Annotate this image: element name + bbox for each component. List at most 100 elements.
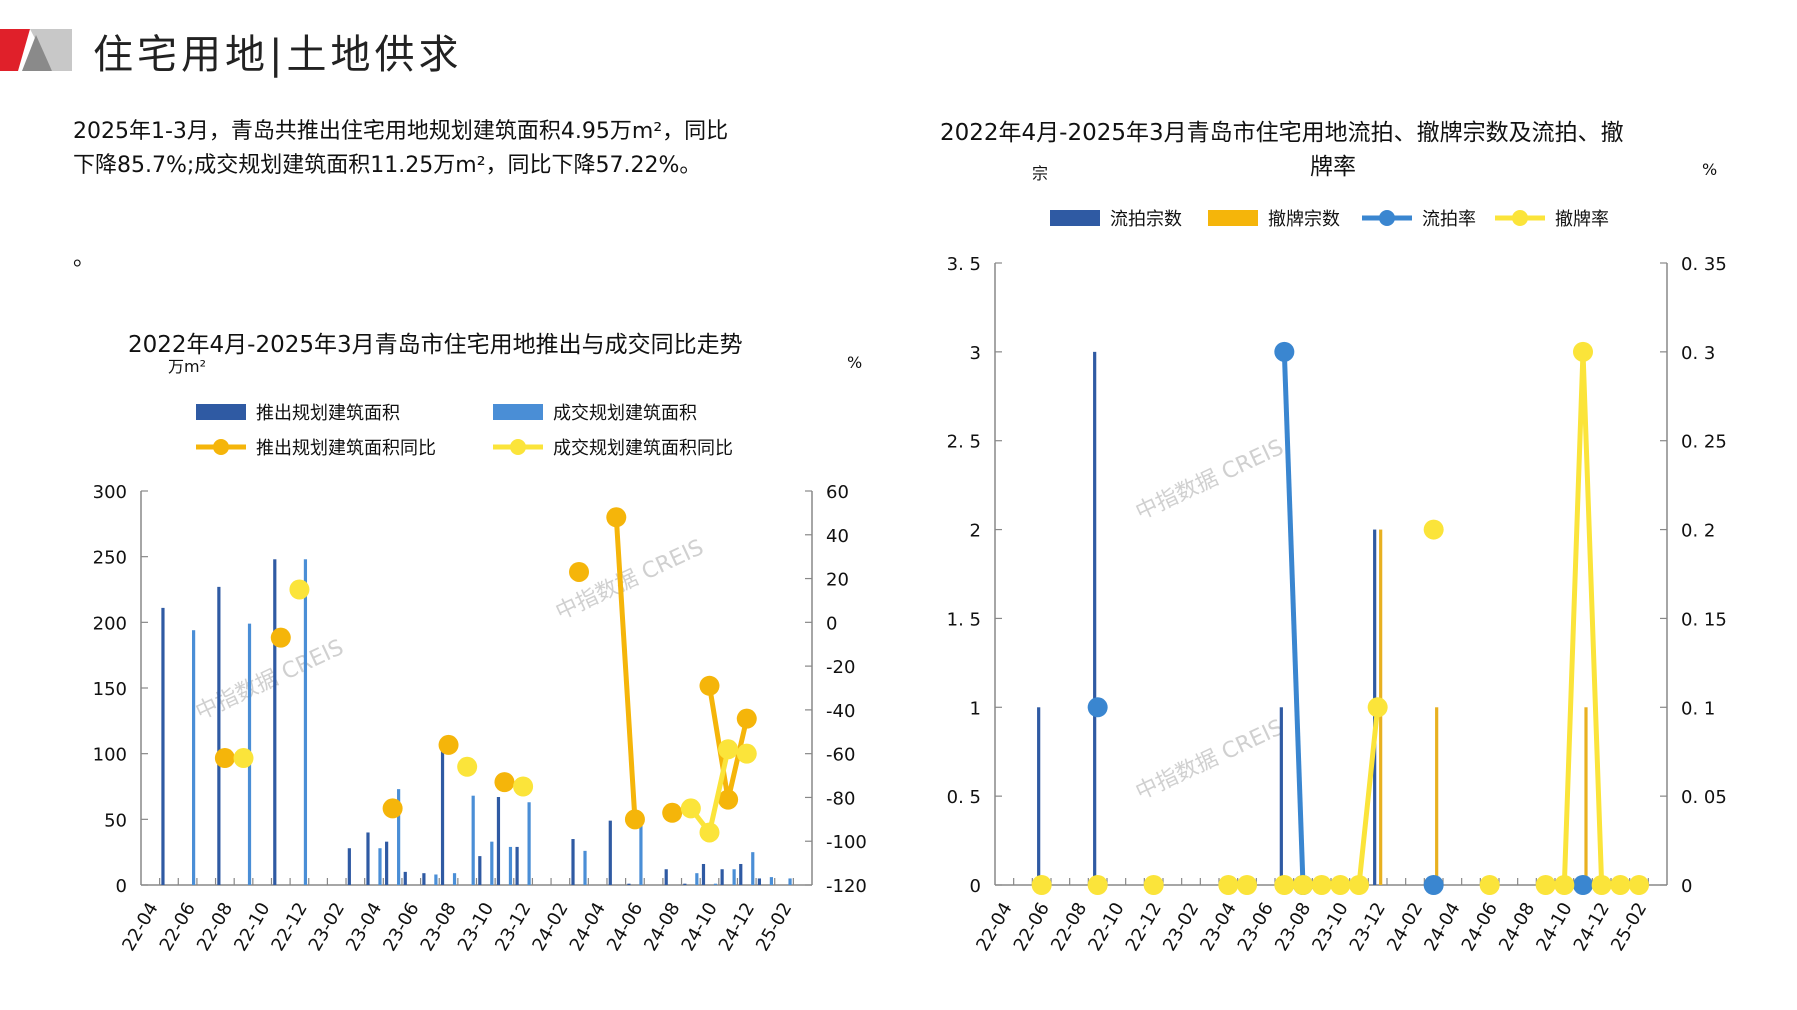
legend-label: 流拍率 — [1422, 209, 1476, 230]
right-chart-title-1: 2022年4月-2025年3月青岛市住宅用地流拍、撤牌宗数及流拍、撤 — [940, 120, 1624, 146]
summary-line-2: 下降85.7%;成交规划建筑面积11.25万m²，同比下降57.22%。 — [73, 153, 702, 178]
legend-marker — [510, 439, 526, 455]
point-撤牌率 — [1554, 875, 1575, 895]
point-撤牌率 — [1311, 875, 1332, 895]
y-tick-label: 1. 5 — [947, 609, 981, 630]
bar-推出规划建筑面积 — [496, 797, 501, 885]
bar-撤牌宗数 — [1435, 707, 1439, 885]
x-tick-label: 23-12 — [491, 899, 535, 955]
point-成交规划建筑面积同比 — [233, 748, 254, 769]
watermark: 中指数据 CREIS — [192, 635, 348, 725]
point-推出规划建筑面积同比 — [718, 789, 739, 810]
point-撤牌率 — [1423, 519, 1444, 540]
legend-label: 推出规划建筑面积 — [256, 403, 400, 424]
point-成交规划建筑面积同比 — [513, 776, 534, 797]
bar-成交规划建筑面积 — [378, 848, 382, 885]
bar-推出规划建筑面积 — [273, 559, 277, 885]
left-chart-title: 2022年4月-2025年3月青岛市住宅用地推出与成交同比走势 — [128, 332, 743, 358]
y2-tick-label: 0. 25 — [1681, 432, 1727, 453]
point-推出规划建筑面积同比 — [382, 798, 403, 819]
y2-tick-label: 0. 35 — [1681, 254, 1727, 275]
bar-推出规划建筑面积 — [739, 863, 743, 885]
x-tick-label: 22-08 — [193, 899, 237, 955]
legend-label: 成交规划建筑面积 — [553, 403, 697, 424]
x-tick-label: 23-06 — [1234, 899, 1278, 955]
point-推出规划建筑面积同比 — [662, 802, 683, 823]
bar-推出规划建筑面积 — [571, 839, 575, 885]
point-流拍率 — [1274, 341, 1295, 362]
bar-成交规划建筑面积 — [490, 841, 494, 885]
point-撤牌率 — [1330, 875, 1351, 895]
bar-成交规划建筑面积 — [751, 852, 755, 885]
y2-tick-label: 60 — [826, 482, 849, 503]
legend-marker — [213, 439, 229, 455]
legend-label: 撤牌率 — [1555, 209, 1609, 230]
y-tick-label: 100 — [93, 745, 127, 766]
point-推出规划建筑面积同比 — [699, 675, 720, 696]
y2-tick-label: 0 — [1681, 876, 1692, 897]
y-tick-label: 200 — [93, 613, 127, 634]
point-推出规划建筑面积同比 — [270, 627, 291, 648]
point-推出规划建筑面积同比 — [494, 772, 515, 793]
right-chart-y2-unit: % — [1702, 160, 1718, 179]
legend-marker — [1379, 210, 1395, 226]
y-tick-label: 50 — [104, 810, 127, 831]
bar-成交规划建筑面积 — [713, 883, 718, 885]
x-tick-label: 24-08 — [640, 899, 684, 955]
y2-tick-label: 0. 15 — [1681, 609, 1727, 630]
x-tick-label: 24-04 — [566, 899, 610, 955]
bar-推出规划建筑面积 — [627, 883, 631, 885]
y2-tick-label: -20 — [826, 657, 855, 678]
y2-tick-label: -40 — [826, 701, 855, 722]
bar-成交规划建筑面积 — [769, 877, 774, 885]
bar-推出规划建筑面积 — [161, 607, 165, 885]
x-tick-label: 22-08 — [1047, 899, 1091, 955]
y-tick-label: 2 — [970, 521, 981, 542]
bar-推出规划建筑面积 — [608, 820, 612, 885]
x-tick-label: 23-08 — [1271, 899, 1315, 955]
bar-推出规划建筑面积 — [385, 841, 389, 885]
bar-成交规划建筑面积 — [471, 795, 475, 885]
point-推出规划建筑面积同比 — [569, 561, 590, 582]
x-tick-label: 22-06 — [156, 899, 200, 955]
y-tick-label: 0. 5 — [947, 787, 981, 808]
x-tick-label: 23-08 — [417, 899, 461, 955]
point-撤牌率 — [1349, 875, 1369, 895]
x-tick-label: 23-02 — [1159, 899, 1203, 955]
x-tick-label: 24-12 — [1570, 899, 1614, 955]
left-chart-y-unit: 万m² — [168, 357, 207, 376]
point-成交规划建筑面积同比 — [736, 743, 757, 764]
point-撤牌率 — [1573, 341, 1593, 362]
bar-成交规划建筑面积 — [732, 869, 736, 885]
y2-tick-label: 0. 05 — [1681, 787, 1727, 808]
point-撤牌率 — [1031, 875, 1052, 895]
x-tick-label: 24-04 — [1420, 899, 1464, 955]
point-撤牌率 — [1629, 875, 1649, 895]
watermark: 中指数据 CREIS — [1132, 435, 1288, 525]
y2-tick-label: -60 — [826, 745, 855, 766]
bar-推出规划建筑面积 — [664, 869, 668, 885]
bar-推出规划建筑面积 — [217, 586, 221, 885]
point-推出规划建筑面积同比 — [214, 748, 235, 769]
x-tick-label: 23-02 — [305, 899, 349, 955]
bar-流拍宗数 — [1093, 351, 1097, 885]
x-tick-label: 24-12 — [715, 899, 759, 955]
bar-推出规划建筑面积 — [347, 848, 351, 885]
x-tick-label: 22-04 — [118, 899, 162, 955]
point-推出规划建筑面积同比 — [606, 507, 627, 528]
point-撤牌率 — [1367, 697, 1388, 718]
y-tick-label: 2. 5 — [947, 432, 981, 453]
y-tick-label: 300 — [93, 482, 127, 503]
legend-swatch — [1050, 210, 1100, 226]
y-tick-label: 3. 5 — [947, 254, 981, 275]
right-chart-y-unit: 宗 — [1032, 164, 1049, 183]
bar-成交规划建筑面积 — [452, 873, 457, 885]
bar-成交规划建筑面积 — [788, 878, 792, 885]
y2-tick-label: 0. 1 — [1681, 698, 1715, 719]
y2-tick-label: 0. 2 — [1681, 521, 1715, 542]
bar-成交规划建筑面积 — [527, 802, 531, 885]
x-tick-label: 22-12 — [267, 899, 311, 955]
y-tick-label: 0 — [116, 876, 127, 897]
x-tick-label: 24-10 — [677, 899, 721, 955]
point-成交规划建筑面积同比 — [718, 739, 739, 760]
